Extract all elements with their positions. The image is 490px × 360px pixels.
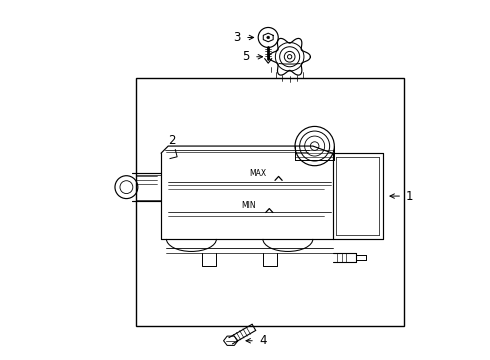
Text: 4: 4: [259, 334, 267, 347]
Circle shape: [267, 36, 270, 39]
Text: MAX: MAX: [249, 169, 266, 178]
Bar: [136, 78, 404, 327]
Text: 3: 3: [233, 31, 241, 44]
Text: 1: 1: [406, 190, 413, 203]
Text: 2: 2: [168, 134, 175, 147]
Text: MIN: MIN: [241, 201, 256, 210]
Text: 5: 5: [242, 50, 249, 63]
